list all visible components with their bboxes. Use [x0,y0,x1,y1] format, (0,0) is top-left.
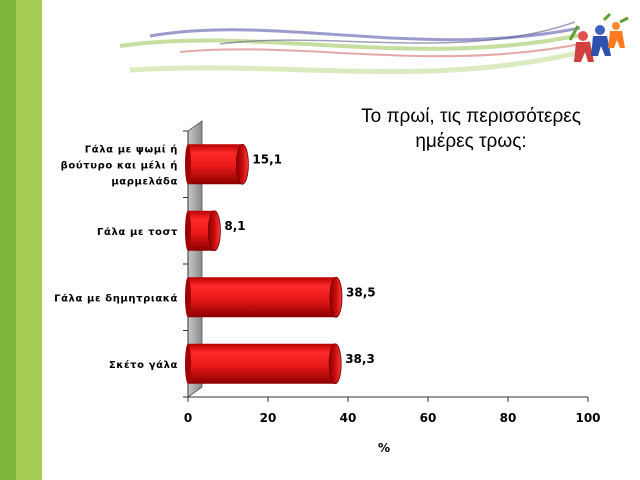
category-label: βούτυρο και μέλι ή [61,159,178,171]
bar-start-cap [185,343,191,384]
bar-end-cap [235,143,249,185]
bars [185,143,343,385]
chart-title-line-1: Το πρωί, τις περισσότερες [361,106,581,127]
value-labels: 15,1 8,1 38,5 38,3 [224,152,375,366]
bar-start-cap [185,277,191,318]
category-labels: Γάλα με ψωμί ή βούτυρο και μέλι ή μαρμελάδ… [54,143,178,371]
green-side-stripe [0,0,16,480]
bar-start-cap [185,144,191,185]
value-label: 38,3 [345,352,375,366]
category-label: Γάλα με δημητριακά [54,292,178,304]
bar-end-cap [207,210,221,252]
green-side-stripe-light [16,0,42,480]
bar-end-cap [328,343,342,385]
category-label: Σκέτο γάλα [109,359,178,371]
bar [188,144,243,185]
x-tick-label: 0 [184,411,192,425]
x-axis-title: % [378,441,390,455]
x-tick-label: 40 [340,411,357,425]
category-label: μαρμελάδα [111,175,178,187]
x-tick-label: 100 [575,411,600,425]
chart-title: Το πρωί, τις περισσότερες ημέρες τρως: [318,104,624,154]
x-axis-ticks: 0 20 40 60 80 100 [184,397,601,425]
bar [188,277,336,318]
category-label: Γάλα με ψωμί ή [85,143,178,155]
decorative-swooshes [119,21,591,74]
value-label: 15,1 [252,152,282,166]
value-label: 8,1 [224,219,245,233]
bar [188,343,336,384]
bar-end-cap [329,276,343,318]
y-axis-ticks [183,130,188,398]
chart-title-line-2: ημέρες τρως: [415,131,527,152]
x-tick-label: 20 [260,411,277,425]
x-tick-label: 80 [500,411,517,425]
x-tick-label: 60 [420,411,437,425]
children-holding-hands-icon [568,12,629,62]
bar-start-cap [185,210,191,251]
value-label: 38,5 [346,285,376,299]
category-label: Γάλα με τοστ [97,226,178,238]
